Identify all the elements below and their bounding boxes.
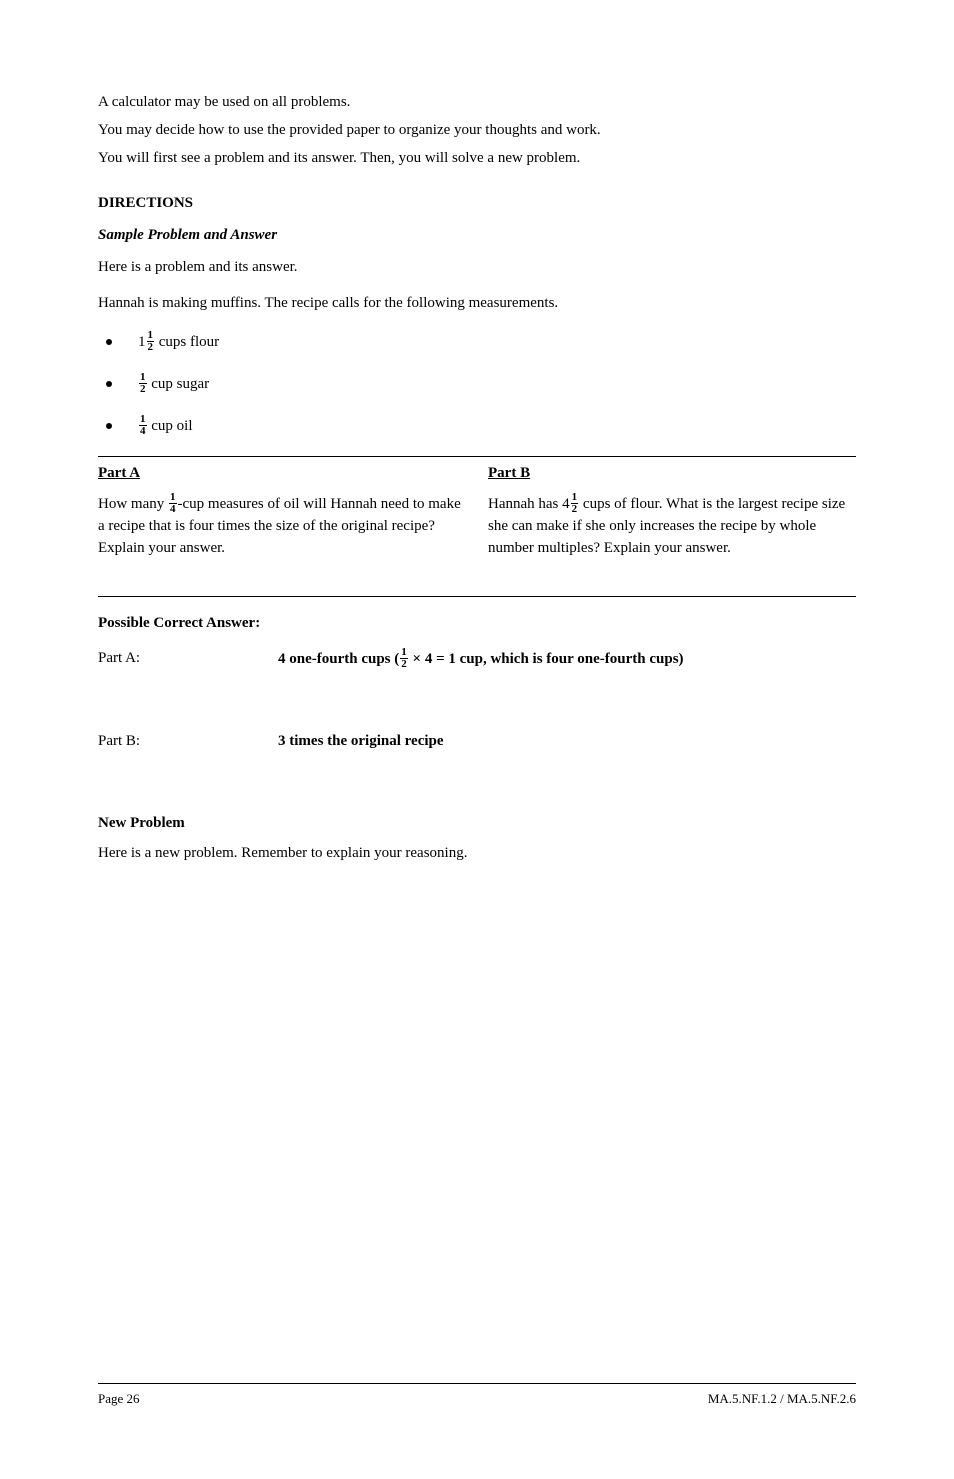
answer-a-pre: 4 one-fourth cups ( — [278, 651, 399, 667]
problem-stem: Hannah is making muffins. The recipe cal… — [98, 293, 856, 315]
list-item: 12 cup sugar — [98, 370, 856, 398]
fraction-den: 2 — [139, 383, 147, 395]
fraction-num: 1 — [400, 647, 408, 658]
bullet-suffix: cup sugar — [148, 376, 210, 392]
intro-line-2: You may decide how to use the provided p… — [98, 120, 856, 142]
fraction: 12 — [139, 372, 147, 395]
intro-line-3: You will first see a problem and its ans… — [98, 148, 856, 170]
part-a-pre: How many — [98, 496, 168, 512]
part-a-title: Part A — [98, 463, 466, 485]
page-footer: Page 26 MA.5.NF.1.2 / MA.5.NF.2.6 — [98, 1383, 856, 1409]
footer-left: Page 26 — [98, 1390, 140, 1409]
fraction: 14 — [169, 492, 177, 515]
answer-part-b-value: 3 times the original recipe — [278, 731, 444, 753]
list-item: 14 cup oil — [98, 412, 856, 440]
two-column-parts: Part A How many 14-cup measures of oil w… — [98, 463, 856, 567]
ingredient-list: 112 cups flour 12 cup sugar 14 cup oil — [98, 328, 856, 440]
part-b-pre: Hannah has 4 — [488, 496, 570, 512]
answer-part-b-label: Part B: — [98, 731, 238, 753]
part-b-column: Part B Hannah has 412 cups of flour. Wha… — [488, 463, 856, 567]
bullet-suffix: cups flour — [155, 334, 219, 350]
fraction-den: 4 — [139, 425, 147, 437]
fraction-num: 1 — [139, 414, 147, 425]
fraction: 12 — [400, 647, 408, 670]
fraction-den: 2 — [147, 341, 155, 353]
fraction: 12 — [571, 492, 579, 515]
fraction-den: 2 — [400, 658, 408, 670]
answer-part-a-value: 4 one-fourth cups (12 × 4 = 1 cup, which… — [278, 648, 684, 671]
fraction: 12 — [147, 330, 155, 353]
fraction-num: 1 — [139, 372, 147, 383]
page-content: A calculator may be used on all problems… — [0, 0, 954, 865]
fraction-den: 2 — [571, 503, 579, 515]
intro-line-1: A calculator may be used on all problems… — [98, 92, 856, 114]
divider — [98, 456, 856, 457]
sample-label: Sample Problem and Answer — [98, 225, 856, 247]
new-problem-text: Here is a new problem. Remember to expla… — [98, 843, 856, 865]
answer-a-post: × 4 = 1 cup, which is four one-fourth cu… — [409, 651, 684, 667]
answer-part-a-label: Part A: — [98, 648, 238, 670]
part-a-column: Part A How many 14-cup measures of oil w… — [98, 463, 466, 567]
intro-block: A calculator may be used on all problems… — [98, 92, 856, 169]
fraction-den: 4 — [169, 503, 177, 515]
divider — [98, 596, 856, 597]
fraction-num: 1 — [147, 330, 155, 341]
bullet-prefix: 1 — [138, 334, 146, 350]
fraction-num: 1 — [571, 492, 579, 503]
sample-intro: Here is a problem and its answer. — [98, 257, 856, 279]
answer-part-b-row: Part B: 3 times the original recipe — [98, 731, 856, 753]
footer-right: MA.5.NF.1.2 / MA.5.NF.2.6 — [708, 1390, 856, 1409]
list-item: 112 cups flour — [98, 328, 856, 356]
bullet-suffix: cup oil — [148, 418, 193, 434]
answer-part-a-row: Part A: 4 one-fourth cups (12 × 4 = 1 cu… — [98, 648, 856, 671]
directions-label: DIRECTIONS — [98, 193, 856, 215]
fraction: 14 — [139, 414, 147, 437]
possible-answer-label: Possible Correct Answer: — [98, 613, 856, 635]
part-a-question: How many 14-cup measures of oil will Han… — [98, 493, 466, 560]
fraction-num: 1 — [169, 492, 177, 503]
part-b-title: Part B — [488, 463, 856, 485]
new-problem-label: New Problem — [98, 813, 856, 835]
part-b-question: Hannah has 412 cups of flour. What is th… — [488, 493, 856, 560]
